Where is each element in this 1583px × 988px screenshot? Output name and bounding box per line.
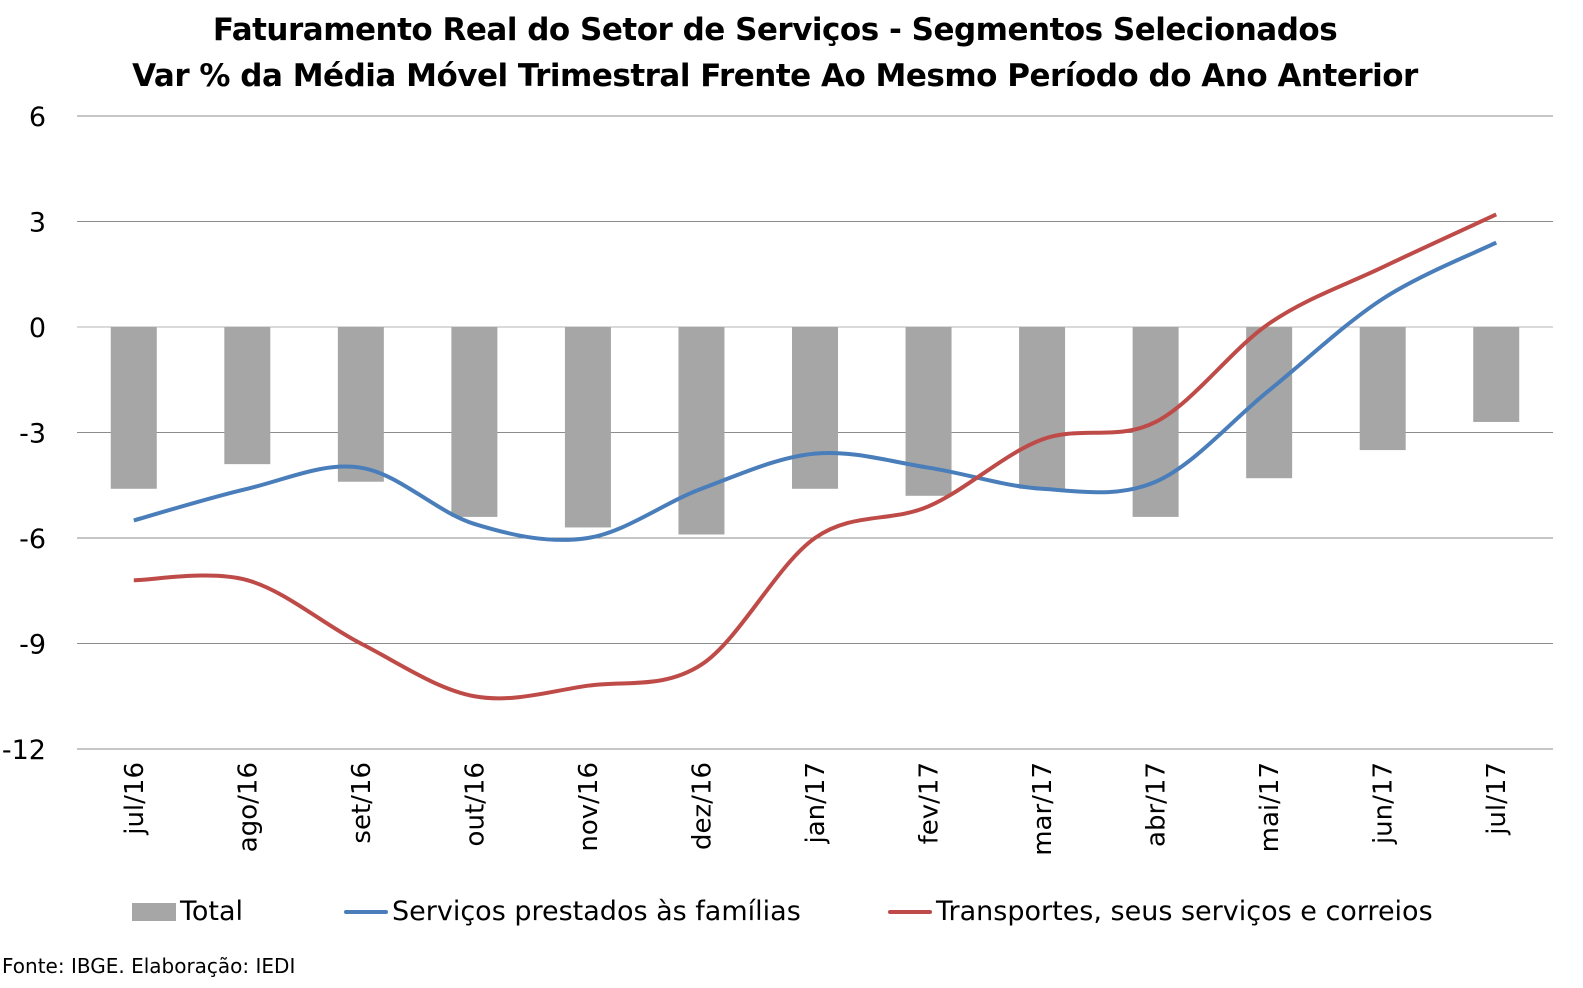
x-tick-label: out/16 bbox=[460, 762, 490, 846]
source-note: Fonte: IBGE. Elaboração: IEDI bbox=[2, 954, 296, 978]
chart-title: Faturamento Real do Setor de Serviços - … bbox=[212, 12, 1338, 48]
x-tick-label: jun/17 bbox=[1369, 762, 1399, 845]
x-tick-label: jul/17 bbox=[1482, 762, 1512, 836]
y-tick-label: 0 bbox=[29, 313, 46, 344]
x-tick-label: mai/17 bbox=[1255, 762, 1285, 852]
bar-total bbox=[1473, 327, 1520, 422]
chart-subtitle: Var % da Média Móvel Trimestral Frente A… bbox=[132, 58, 1418, 94]
y-tick-label: -6 bbox=[19, 524, 46, 555]
bar-total bbox=[564, 327, 611, 528]
legend-swatch-familias bbox=[344, 909, 388, 914]
legend-label-familias: Serviços prestados às famílias bbox=[392, 896, 801, 927]
legend-swatch-transportes bbox=[888, 909, 932, 914]
bar-total bbox=[224, 327, 271, 465]
x-tick-label: set/16 bbox=[347, 762, 377, 844]
bar-total bbox=[678, 327, 725, 535]
x-tick-label: jul/16 bbox=[120, 762, 150, 836]
x-tick-label: nov/16 bbox=[574, 762, 604, 852]
bar-total bbox=[792, 327, 838, 489]
y-tick-label: 3 bbox=[29, 208, 46, 239]
legend-label-total: Total bbox=[180, 896, 244, 927]
y-tick-label: -3 bbox=[19, 419, 46, 450]
bar-total bbox=[1019, 327, 1066, 489]
bar-total bbox=[110, 327, 157, 489]
legend-item-familias: Serviços prestados às famílias bbox=[344, 896, 801, 927]
legend-item-transportes: Transportes, seus serviços e correios bbox=[888, 896, 1433, 927]
x-tick-label: jan/17 bbox=[801, 762, 831, 844]
legend-item-total: Total bbox=[132, 896, 243, 927]
bar-total bbox=[337, 327, 384, 482]
chart-plot: 6 3 0 -3 -6 -9 -12 jul/16 ago/16 set/16 out/16 nov/… bbox=[2, 102, 1553, 856]
y-tick-label: 6 bbox=[29, 102, 46, 133]
x-tick-label: mar/17 bbox=[1028, 762, 1058, 856]
legend-swatch-total bbox=[132, 902, 176, 921]
x-tick-label: fev/17 bbox=[915, 762, 945, 844]
bar-total bbox=[451, 327, 498, 517]
y-tick-label: -12 bbox=[2, 735, 46, 766]
y-tick-label: -9 bbox=[19, 630, 46, 661]
x-tick-label: dez/16 bbox=[687, 762, 717, 850]
legend-label-transportes: Transportes, seus serviços e correios bbox=[936, 896, 1433, 927]
bar-total bbox=[1359, 327, 1406, 451]
line-series-familias bbox=[133, 240, 1498, 542]
x-tick-label: abr/17 bbox=[1142, 762, 1172, 847]
x-tick-label: ago/16 bbox=[233, 762, 263, 852]
